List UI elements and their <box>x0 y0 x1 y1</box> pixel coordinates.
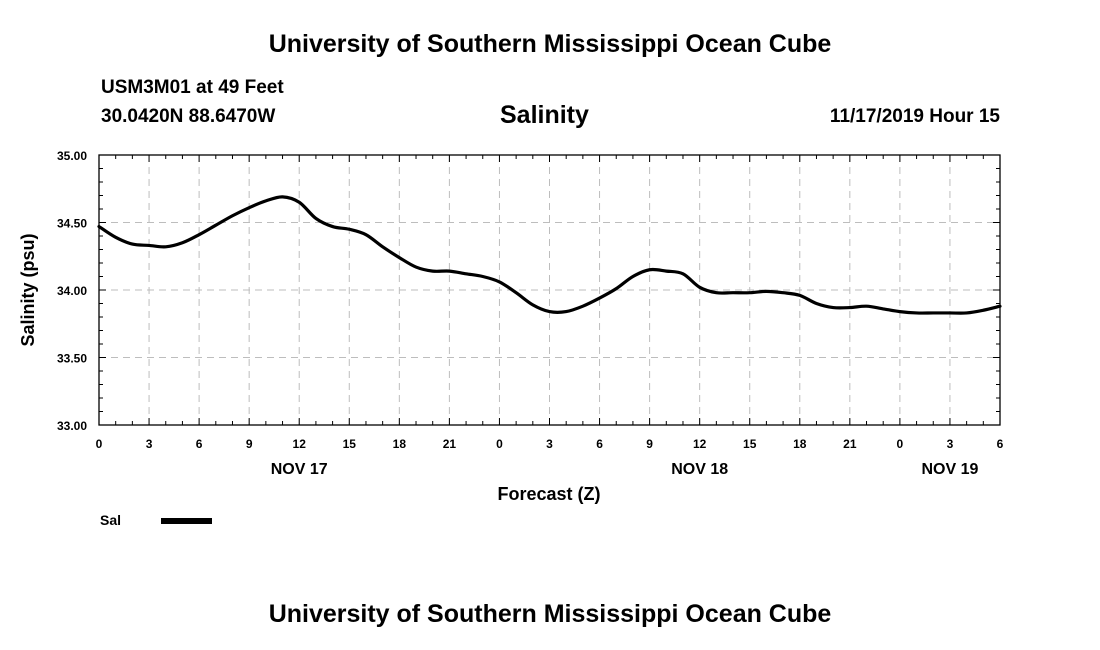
y-tick-label: 33.00 <box>57 419 87 433</box>
legend-label-sal: Sal <box>100 512 121 528</box>
y-axis-title: Salinity (psu) <box>18 233 38 346</box>
x-axis-title: Forecast (Z) <box>497 484 600 504</box>
y-tick-label: 35.00 <box>57 149 87 163</box>
x-tick-label: 9 <box>246 437 253 451</box>
y-tick-label: 33.50 <box>57 352 87 366</box>
x-tick-label: 15 <box>743 437 757 451</box>
tick-labels: 0 3 6 9 12 15 18 21 0 3 6 9 12 15 18 21 0 3 6 33.00 33.50 34.… <box>57 149 1004 478</box>
station-name: USM3M01 at 49 Feet <box>101 77 284 98</box>
axis-ticks <box>98 154 1001 426</box>
y-tick-label: 34.50 <box>57 217 87 231</box>
day-label: NOV 19 <box>921 461 978 478</box>
x-tick-label: 6 <box>196 437 203 451</box>
footer-title: University of Southern Mississippi Ocean… <box>268 600 832 628</box>
day-label: NOV 18 <box>671 461 728 478</box>
x-tick-label: 21 <box>443 437 457 451</box>
x-tick-label: 18 <box>393 437 407 451</box>
x-tick-label: 15 <box>343 437 357 451</box>
chart-title: Salinity <box>500 101 589 129</box>
x-tick-label: 0 <box>96 437 103 451</box>
x-tick-label: 3 <box>546 437 553 451</box>
x-tick-label: 12 <box>693 437 707 451</box>
x-tick-label: 18 <box>793 437 807 451</box>
x-tick-label: 21 <box>843 437 857 451</box>
x-tick-label: 3 <box>146 437 153 451</box>
x-tick-label: 3 <box>947 437 954 451</box>
page-title: University of Southern Mississippi Ocean… <box>268 30 832 58</box>
x-tick-label: 0 <box>897 437 904 451</box>
grid-lines <box>99 155 1000 425</box>
series-line-sal <box>97 195 1002 315</box>
x-tick-label: 6 <box>997 437 1004 451</box>
y-tick-label: 34.00 <box>57 284 87 298</box>
legend: Sal <box>100 512 212 528</box>
day-label: NOV 17 <box>271 461 328 478</box>
station-coordinates: 30.0420N 88.6470W <box>101 106 276 127</box>
x-tick-label: 12 <box>293 437 307 451</box>
x-tick-label: 0 <box>496 437 503 451</box>
x-tick-label: 6 <box>596 437 603 451</box>
x-tick-label: 9 <box>646 437 653 451</box>
run-time: 11/17/2019 Hour 15 <box>829 106 1000 127</box>
